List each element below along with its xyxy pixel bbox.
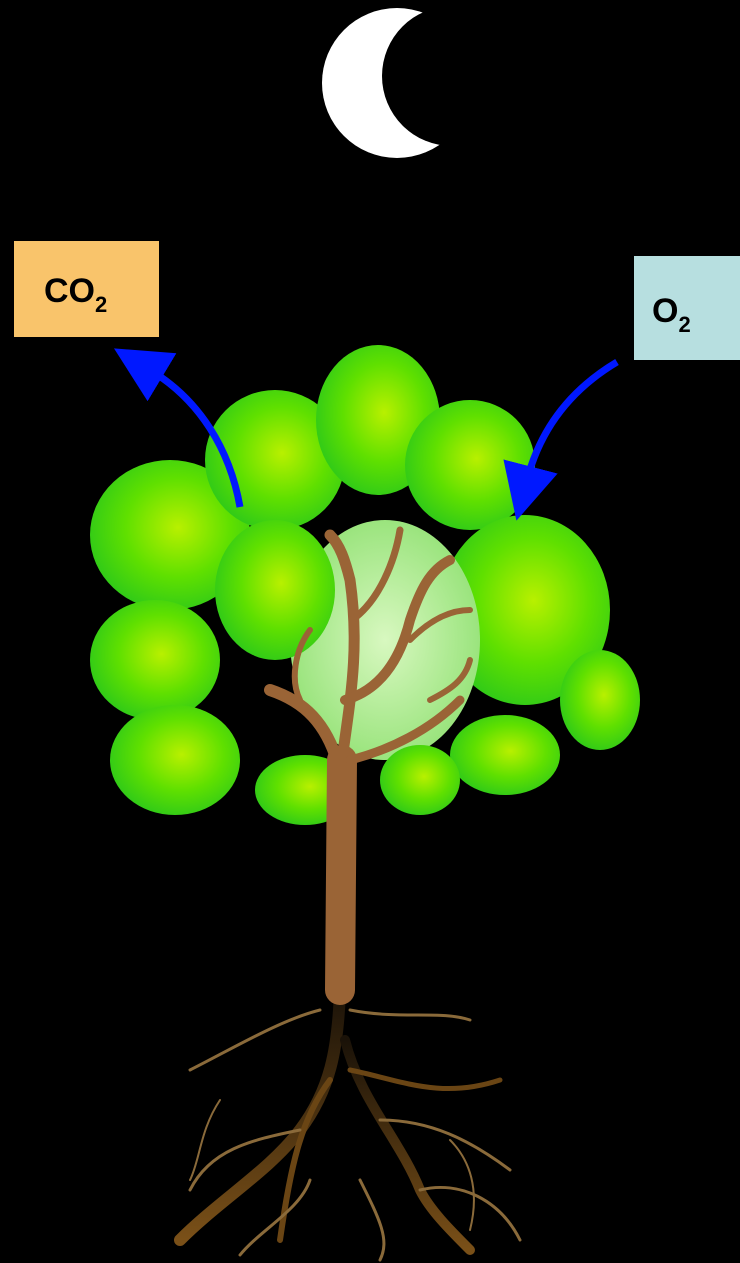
page: CO2 O2: [0, 0, 740, 1263]
formula: O: [652, 292, 678, 330]
subscript: 2: [678, 312, 690, 337]
diagram: CO2 O2: [0, 0, 740, 1263]
formula: CO: [44, 272, 95, 310]
subscript: 2: [95, 292, 107, 317]
o2-box: O2: [634, 256, 740, 360]
co2-box: CO2: [14, 241, 159, 337]
